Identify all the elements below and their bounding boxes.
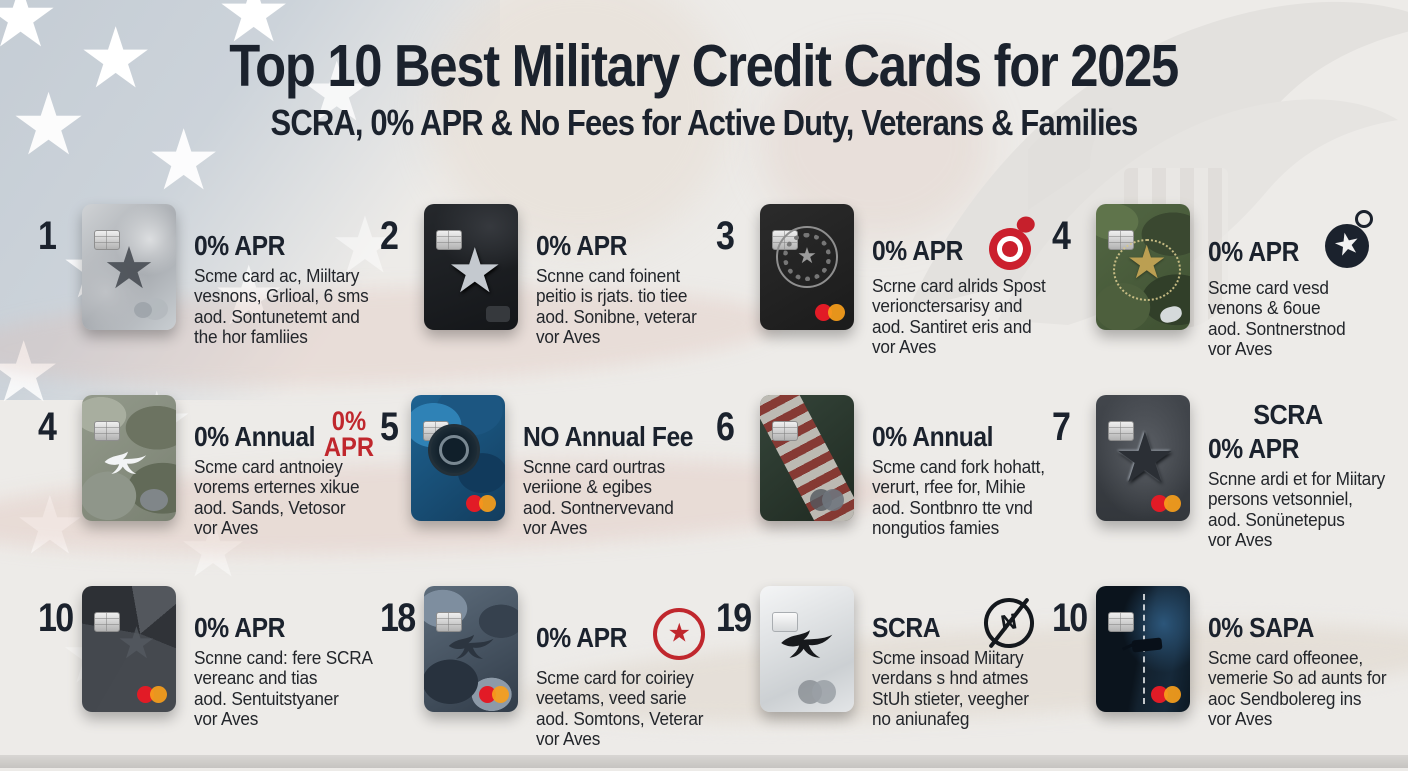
entry-description: Scme insoad Miitary verdans s hnd atmes … — [872, 647, 1029, 730]
card-logo-mark — [1158, 304, 1184, 325]
entry-description: Scme card vesd venons & 6oue aod. Sontne… — [1208, 277, 1346, 360]
page-title: Top 10 Best Military Credit Cards for 20… — [229, 33, 1180, 99]
entry-heading: 0% APR — [194, 230, 285, 261]
credit-card-image — [82, 204, 176, 330]
mastercard-logo-icon — [137, 686, 167, 703]
eagle-emblem-icon — [448, 634, 494, 659]
mastercard-logo-icon — [479, 686, 509, 703]
credit-card-image — [1096, 204, 1190, 330]
entry-heading: 0% APR — [536, 622, 627, 653]
card-logo-mark — [822, 489, 844, 511]
gold-star-emblem-icon — [1126, 239, 1167, 285]
entry-description: Scnne ardi et for Miitary persons vetson… — [1208, 468, 1386, 551]
mastercard-logo-icon — [815, 304, 845, 321]
bottom-bar — [0, 755, 1408, 768]
target-badge-icon — [986, 225, 1035, 273]
anchor-roundel-emblem-icon — [428, 424, 481, 477]
credit-card-image — [82, 586, 176, 712]
entry-heading: 0% APR — [1208, 433, 1299, 464]
rank-number: 10 — [1052, 596, 1088, 640]
entry-heading: 0% APR — [872, 235, 963, 266]
card-entry: 2 0% APR Scnne cand foinent peitio is rj… — [380, 198, 716, 389]
entry-heading: SCRA — [872, 612, 941, 643]
card-chip-icon — [772, 612, 798, 632]
entry-heading: 0% APR — [194, 612, 285, 643]
card-entry: 7 SCRA 0% APR Scnne ardi et for Miitary … — [1052, 389, 1408, 580]
star-emblem-icon — [447, 241, 503, 303]
card-entry: 4 0% APR Scme card vesd venons & 6oue ao… — [1052, 198, 1408, 389]
entry-description: Scnne cand foinent peitio is rjats. tio … — [536, 265, 697, 348]
credit-card-image — [424, 204, 518, 330]
card-entry: 1 0% APR Scme card ac, Miiltary vesnons,… — [38, 198, 380, 389]
page-subtitle: SCRA, 0% APR & No Fees for Active Duty, … — [270, 102, 1139, 143]
star-emblem-icon — [117, 622, 156, 666]
card-chip-icon — [1108, 612, 1134, 632]
rank-number: 19 — [716, 596, 752, 640]
entry-description: Scnne card ourtras veriione & egibes aod… — [522, 456, 674, 539]
credit-card-image — [1096, 586, 1190, 712]
entry-heading: 0% APR — [536, 230, 627, 261]
rank-number: 2 — [380, 214, 399, 258]
eagle-emblem-icon — [781, 630, 833, 658]
rank-number: 4 — [38, 405, 57, 449]
card-chip-icon — [772, 421, 798, 441]
card-logo-mark — [140, 489, 168, 511]
entry-description: Scme card offeonee, vemerie So ad aunts … — [1208, 647, 1387, 730]
credit-card-image — [82, 395, 176, 521]
star-circle-badge-icon — [1325, 210, 1374, 268]
card-entry: 10 0% APR Scnne cand: fere SCRA vereanc … — [38, 580, 380, 771]
credit-card-image — [424, 586, 518, 712]
credit-card-image — [760, 204, 854, 330]
rank-number: 7 — [1052, 405, 1071, 449]
star-emblem-icon — [1113, 423, 1176, 493]
card-chip-icon — [436, 612, 462, 632]
rank-number: 10 — [38, 596, 74, 640]
entry-heading: 0% SAPA — [1208, 612, 1315, 643]
card-logo-mark — [812, 680, 836, 704]
compass-letter: N — [998, 608, 1019, 636]
credit-card-image — [410, 395, 505, 521]
entry-description: Scme card antnoiey vorems erternes xikue… — [194, 456, 360, 539]
rank-number: 6 — [716, 405, 735, 449]
entry-heading: NO Annual Fee — [522, 421, 693, 452]
card-list: 1 0% APR Scme card ac, Miiltary vesnons,… — [38, 198, 1408, 771]
credit-card-image — [760, 586, 854, 712]
red-star-ring-icon — [653, 608, 706, 660]
entry-heading: 0% Annual — [872, 421, 994, 452]
card-entry: 10 0% SAPA Scme card offeonee, vemerie S… — [1052, 580, 1408, 771]
rank-number: 1 — [38, 214, 57, 258]
card-chip-icon — [94, 421, 120, 441]
entry-description: Scnne cand: fere SCRA vereanc and tias a… — [194, 647, 373, 730]
entry-description: Scrne card alrids Spost verionctersarisy… — [872, 275, 1046, 358]
entry-description: Scme cand fork hohatt, verurt, rfee for,… — [872, 456, 1045, 539]
card-entry: 5 NO Annual Fee Scnne card ourtras verii… — [380, 389, 716, 580]
entry-description: Scme card for coiriey veetams, veed sari… — [536, 667, 704, 750]
entry-heading: 0% APR — [1208, 236, 1299, 267]
card-entry: 18 0% APR Scme card for coiriey veetams,… — [380, 580, 716, 771]
entry-description: Scme card ac, Miiltary vesnons, Grlioal,… — [194, 265, 369, 348]
eagle-emblem-icon — [104, 451, 147, 474]
credit-card-image — [1096, 395, 1190, 521]
card-logo-mark — [486, 306, 510, 322]
rank-number: 18 — [380, 596, 416, 640]
mastercard-logo-icon — [1151, 495, 1181, 512]
mastercard-logo-icon — [1151, 686, 1181, 703]
card-entry: 3 0% APR Scrne card alrids Spost verionc… — [716, 198, 1052, 389]
laurel-wreath-emblem-icon — [776, 225, 838, 288]
card-entry: 19 SCRA N Scme insoad Miitary verdans s … — [716, 580, 1052, 771]
apr-highlight: 0% APR — [323, 406, 374, 462]
rank-number: 3 — [716, 214, 735, 258]
card-entry: 6 0% Annual Scme cand fork hohatt, verur… — [716, 389, 1052, 580]
rank-number: 5 — [380, 405, 399, 449]
header: Top 10 Best Military Credit Cards for 20… — [0, 32, 1408, 144]
entry-heading: 0% Annual — [194, 421, 316, 452]
scra-label: SCRA — [1253, 399, 1323, 430]
mastercard-logo-icon — [465, 495, 496, 512]
rank-number: 4 — [1052, 214, 1071, 258]
vehicle-silhouette — [1131, 637, 1163, 653]
card-entry: 4 0% Annual 0% APR Scme card antnoiey vo… — [38, 389, 380, 580]
credit-card-image — [760, 395, 854, 521]
star-emblem-icon — [103, 239, 155, 297]
card-logo-mark — [134, 302, 152, 318]
